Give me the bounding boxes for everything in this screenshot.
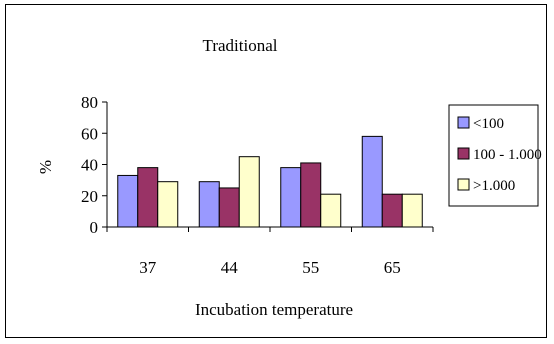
bar--100-37 [117, 174, 139, 228]
x-tick-label-44: 44 [221, 258, 239, 277]
y-axis-label: % [36, 160, 55, 174]
legend-swatch-2 [457, 178, 470, 191]
y-tick-label-80: 80 [81, 93, 98, 112]
x-tick-label-65: 65 [384, 258, 401, 277]
chart-frame: Traditional % Incubation temperature 0 20… [5, 4, 547, 338]
x-tick-label-37: 37 [139, 258, 157, 277]
bar-chart: Traditional % Incubation temperature 0 20… [36, 36, 542, 319]
legend: <100 100 - 1.000 >1.000 [448, 104, 542, 207]
x-axis-label: Incubation temperature [195, 300, 353, 319]
legend-swatch-0 [457, 116, 470, 129]
y-tick-label-40: 40 [81, 156, 98, 175]
y-tick-label-0: 0 [90, 218, 99, 237]
x-tick-label-55: 55 [302, 258, 319, 277]
bar--100-44 [198, 181, 220, 228]
bar--1-000-65 [401, 193, 423, 228]
legend-label-0: <100 [473, 116, 504, 132]
bar--1-000-55 [320, 193, 342, 228]
y-tick-label-20: 20 [81, 187, 98, 206]
plot-area: 0 20 40 60 80 37 44 55 65 [81, 93, 434, 277]
bar--1-000-37 [157, 181, 179, 228]
bar-100-1-000-44 [218, 187, 240, 228]
chart-title: Traditional [203, 36, 278, 55]
legend-label-1: 100 - 1.000 [473, 147, 542, 163]
bar-100-1-000-65 [381, 193, 403, 228]
bar--1-000-44 [238, 156, 260, 228]
bar--100-55 [280, 167, 302, 228]
legend-label-2: >1.000 [473, 178, 515, 194]
bar-100-1-000-37 [137, 167, 159, 228]
bar--100-65 [361, 135, 383, 228]
bar-100-1-000-55 [300, 162, 322, 228]
y-tick-label-60: 60 [81, 124, 98, 143]
legend-swatch-1 [457, 147, 470, 160]
